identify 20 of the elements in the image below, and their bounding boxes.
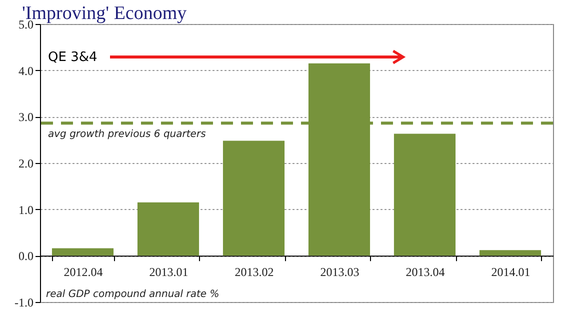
ref-line-label: avg growth previous 6 quarters <box>48 129 206 140</box>
x-tick-label: 2012.04 <box>64 265 103 280</box>
x-tick-label: 2013.02 <box>234 265 274 280</box>
bar <box>137 202 200 256</box>
y-tick-label: 3.0 <box>18 110 34 124</box>
y-tick-label: -1.0 <box>14 296 34 310</box>
bar <box>479 250 542 256</box>
bar <box>52 248 114 256</box>
x-tick-label: 2013.04 <box>406 265 445 280</box>
y-tick-label: 2.0 <box>18 156 34 170</box>
x-tick-label: 2013.01 <box>149 265 188 280</box>
y-tick-label: 1.0 <box>18 202 34 217</box>
annotation: real GDP compound annual rate % <box>46 289 220 300</box>
annotation: QE 3&4 <box>48 50 98 65</box>
x-tick-label: 2014.01 <box>491 265 530 280</box>
y-tick-label: 0.0 <box>18 249 34 264</box>
bar <box>394 134 456 256</box>
x-tick-label: 2013.03 <box>320 265 360 280</box>
y-tick-label: 4.0 <box>18 64 34 78</box>
bar <box>222 140 285 256</box>
